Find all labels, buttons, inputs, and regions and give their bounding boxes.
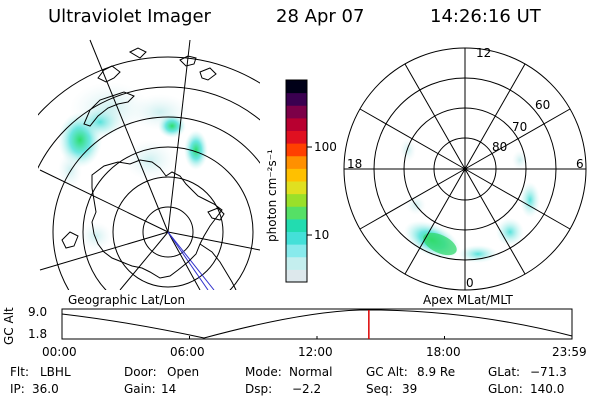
colorbar-step: [286, 231, 307, 245]
colorbar-step: [286, 92, 307, 106]
colorbar-step: [286, 181, 307, 195]
mlat-label-70: 70: [512, 120, 528, 134]
dsp-key: Dsp:: [245, 382, 273, 396]
seq-key: Seq:: [366, 382, 393, 396]
geo-aurora: [58, 82, 208, 250]
colorbar-step: [286, 130, 307, 144]
mlt-label-6: 6: [576, 157, 584, 171]
glon-value: 140.0: [530, 382, 565, 396]
colorbar-step: [286, 206, 307, 220]
colorbar: [285, 79, 312, 283]
colorbar-step: [286, 105, 307, 119]
colorbar-tick-100: 100: [314, 140, 337, 154]
gain-key: Gain:: [124, 382, 156, 396]
colorbar-step: [286, 80, 307, 94]
glat-value: −71.3: [530, 365, 567, 379]
ip-key: IP:: [10, 382, 25, 396]
x-tick-2359: 23:59: [552, 345, 587, 359]
x-tick-00: 00:00: [42, 345, 77, 359]
filter-value: LBHL: [40, 365, 71, 379]
altitude-ytick-low: 1.8: [28, 327, 48, 341]
altitude-ylabel: GC Alt: [2, 307, 16, 345]
geographic-caption: Geographic Lat/Lon: [68, 293, 186, 307]
door-value: Open: [167, 365, 200, 379]
x-tick-marks: [189, 336, 445, 339]
mode-key: Mode:: [245, 365, 282, 379]
date-label: 28 Apr 07: [276, 6, 365, 27]
gc-alt-value: 8.9 Re: [417, 365, 456, 379]
time-label: 14:26:16 UT: [430, 6, 541, 27]
gain-value: 14: [161, 382, 177, 396]
seq-value: 39: [402, 382, 418, 396]
apex-caption: Apex MLat/MLT: [423, 293, 513, 307]
geographic-map: [38, 39, 260, 290]
colorbar-step: [286, 143, 307, 157]
mlt-label-18: 18: [347, 157, 363, 171]
colorbar-step: [286, 269, 307, 283]
altitude-curve: [61, 309, 573, 339]
instrument-title: Ultraviolet Imager: [48, 6, 211, 27]
colorbar-step: [286, 155, 307, 169]
filter-key: Flt:: [10, 365, 29, 379]
colorbar-unit-label: photon cm⁻²s⁻¹: [265, 149, 279, 242]
polar-map: [343, 47, 587, 291]
x-tick-18: 18:00: [426, 345, 461, 359]
gc-alt-key: GC Alt:: [366, 365, 408, 379]
mlt-label-0: 0: [466, 276, 474, 290]
door-key: Door:: [124, 365, 157, 379]
colorbar-step: [286, 168, 307, 182]
colorbar-step: [286, 244, 307, 258]
colorbar-tick-10: 10: [314, 228, 330, 242]
colorbar-steps: [286, 80, 307, 283]
mode-value: Normal: [289, 365, 333, 379]
glat-key: GLat:: [488, 365, 521, 379]
altitude-ytick-high: 9.0: [28, 305, 48, 319]
mlat-label-60: 60: [535, 98, 551, 112]
polar-aurora: [400, 138, 540, 263]
colorbar-step: [286, 193, 307, 207]
colorbar-step: [286, 117, 307, 132]
colorbar-step: [286, 256, 307, 270]
dsp-value: −2.2: [292, 382, 322, 396]
x-tick-06: 06:00: [170, 345, 205, 359]
mlt-label-12: 12: [476, 46, 492, 60]
mlat-label-80: 80: [492, 140, 508, 154]
colorbar-step: [286, 218, 307, 233]
altitude-plot: [61, 308, 573, 340]
x-tick-12: 12:00: [298, 345, 333, 359]
glon-key: GLon:: [488, 382, 523, 396]
ip-value: 36.0: [32, 382, 59, 396]
